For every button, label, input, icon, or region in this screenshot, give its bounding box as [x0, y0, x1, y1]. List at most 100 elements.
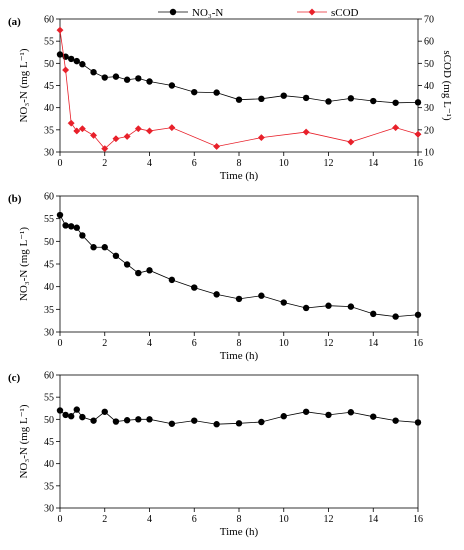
x-axis-label: Time (h) — [220, 350, 259, 362]
x-tick-label: 12 — [324, 514, 334, 525]
y-tick-label: 45 — [44, 260, 54, 271]
data-point-circle — [62, 222, 69, 229]
data-point-circle — [235, 420, 243, 427]
data-point-circle — [79, 413, 86, 421]
y-right-tick-label: 50 — [424, 59, 434, 70]
data-point-diamond — [134, 125, 142, 133]
y-right-tick-label: 70 — [424, 15, 434, 26]
y-right-axis-label: sCOD (mg L⁻¹) — [441, 50, 453, 121]
x-tick-label: 16 — [413, 158, 423, 169]
data-point-circle — [56, 211, 64, 219]
legend: NO₃-N sCOD — [158, 7, 359, 19]
y-tick-label: 60 — [44, 15, 54, 26]
panels: 0 2 4 6 8 10 12 14 16303540455055601020304050607… — [8, 15, 453, 539]
data-point-circle — [392, 313, 399, 320]
data-point-circle — [370, 310, 377, 318]
data-point-circle — [370, 97, 377, 105]
y-right-tick-label: 30 — [424, 103, 434, 114]
x-tick-label: 14 — [368, 158, 378, 169]
y-tick-label: 35 — [44, 481, 54, 492]
data-point-circle — [258, 95, 265, 103]
x-tick-label: 6 — [192, 338, 197, 349]
data-point-circle — [235, 295, 243, 303]
y-axis-label: NO₃-N (mg L⁻¹) — [18, 48, 30, 122]
data-point-circle — [135, 416, 142, 423]
data-point-circle — [73, 57, 80, 65]
data-point-circle — [101, 244, 108, 251]
x-tick-label: 2 — [102, 338, 107, 349]
y-right-tick-label: 20 — [424, 125, 434, 136]
y-tick-label: 50 — [44, 59, 54, 70]
x-tick-label: 10 — [279, 338, 289, 349]
x-tick-label: 4 — [147, 158, 152, 169]
data-point-circle — [123, 261, 131, 268]
y-tick-label: 35 — [44, 305, 54, 316]
panel-letter: (a) — [8, 16, 21, 28]
data-point-circle — [258, 418, 265, 426]
y-right-tick-label: 10 — [424, 148, 434, 159]
y-tick-label: 30 — [44, 328, 54, 339]
data-point-circle — [123, 76, 131, 83]
y-tick-label: 55 — [44, 37, 54, 48]
data-point-circle — [325, 98, 332, 105]
y-axis-label: NO₃-N (mg L⁻¹) — [18, 404, 30, 478]
data-point-circle — [90, 69, 97, 76]
data-point-circle — [112, 418, 120, 425]
y-tick-label: 40 — [44, 103, 54, 114]
x-tick-label: 0 — [58, 158, 63, 169]
data-point-circle — [56, 407, 64, 414]
y-tick-label: 30 — [44, 504, 54, 515]
y-axis-label: NO₃-N (mg L⁻¹) — [18, 227, 30, 301]
data-point-circle — [347, 409, 355, 416]
plot-frame — [59, 195, 419, 333]
x-axis-label: Time (h) — [220, 526, 259, 538]
data-point-circle — [112, 252, 120, 260]
data-point-circle — [235, 96, 243, 103]
data-point-circle — [213, 89, 220, 96]
data-point-circle — [79, 232, 86, 239]
data-point-circle — [135, 269, 142, 277]
y-tick-label: 55 — [44, 214, 54, 225]
data-point-diamond — [308, 8, 316, 16]
x-tick-label: 10 — [279, 158, 289, 169]
x-tick-label: 0 — [58, 514, 63, 525]
y-tick-label: 50 — [44, 237, 54, 248]
data-point-circle — [325, 411, 332, 419]
data-point-circle — [280, 92, 287, 99]
panel-letter: (c) — [8, 372, 21, 384]
data-point-circle — [146, 416, 153, 423]
y-tick-label: 60 — [44, 192, 54, 203]
x-tick-label: 16 — [413, 338, 423, 349]
x-tick-label: 8 — [237, 158, 242, 169]
data-point-circle — [101, 408, 108, 415]
data-point-circle — [392, 417, 399, 424]
data-point-circle — [67, 413, 75, 420]
legend-label: NO₃-N — [192, 7, 223, 19]
data-point-diamond — [56, 26, 64, 34]
y-tick-label: 40 — [44, 459, 54, 470]
data-point-circle — [280, 299, 287, 306]
plot-frame — [59, 18, 419, 153]
data-point-diamond — [101, 145, 109, 153]
y-tick-label: 55 — [44, 393, 54, 404]
data-point-circle — [62, 411, 69, 419]
data-point-circle — [414, 419, 422, 426]
data-point-circle — [213, 421, 220, 428]
y-right-tick-label: 60 — [424, 37, 434, 48]
data-point-circle — [90, 244, 97, 251]
data-point-circle — [90, 417, 97, 424]
data-point-circle — [347, 303, 355, 310]
data-point-circle — [168, 420, 176, 427]
data-point-circle — [347, 95, 355, 102]
data-point-circle — [73, 406, 80, 413]
data-point-circle — [79, 61, 86, 68]
x-tick-label: 12 — [324, 158, 334, 169]
data-point-circle — [123, 417, 131, 424]
y-tick-label: 30 — [44, 148, 54, 159]
data-point-diamond — [73, 127, 81, 135]
chart-panel: 0 2 4 6 8 10 12 14 16 30 35 40 45 50 55 60 Time (h) NO₃-N… — [8, 192, 423, 363]
x-tick-label: 2 — [102, 158, 107, 169]
x-tick-label: 8 — [237, 514, 242, 525]
data-point-circle — [414, 311, 422, 318]
